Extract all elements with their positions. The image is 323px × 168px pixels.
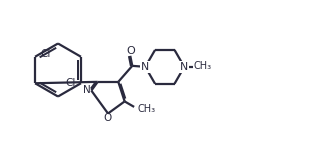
Text: N: N — [83, 85, 91, 95]
Text: CH₃: CH₃ — [194, 61, 212, 71]
Text: O: O — [104, 113, 112, 122]
Text: Cl: Cl — [41, 49, 51, 59]
Text: Cl: Cl — [66, 78, 76, 88]
Text: N: N — [180, 62, 188, 72]
Text: N: N — [141, 62, 150, 72]
Text: O: O — [126, 46, 135, 56]
Text: CH₃: CH₃ — [137, 104, 155, 114]
